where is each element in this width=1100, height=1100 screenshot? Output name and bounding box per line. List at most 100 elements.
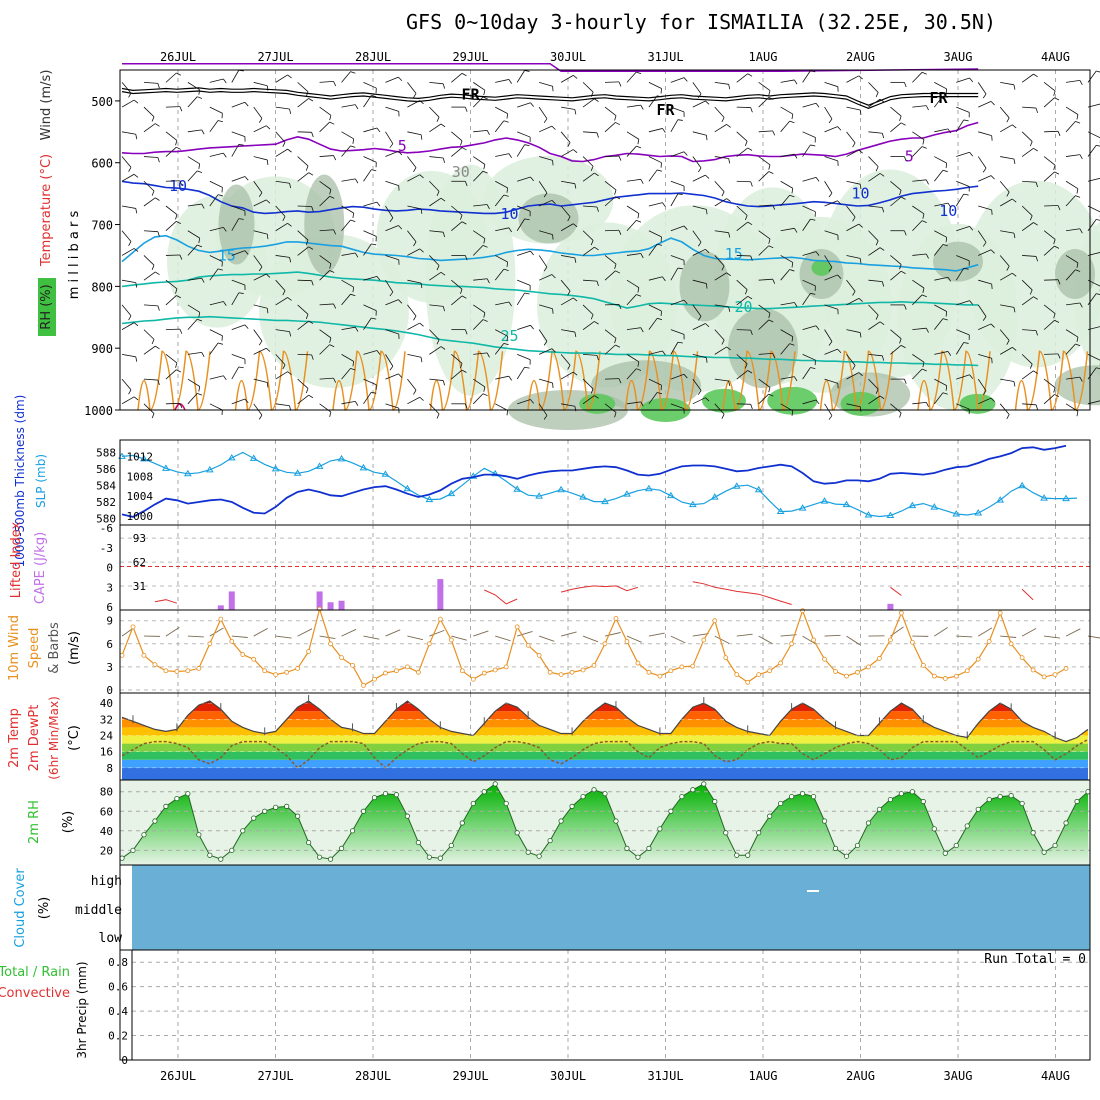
wind-barb (516, 292, 525, 306)
rh-marker (503, 800, 509, 807)
wind-barb-flag (879, 173, 885, 177)
wind-barb (187, 352, 202, 355)
wind-barb (758, 204, 773, 207)
wind-speed-marker (525, 642, 531, 648)
wind-barb-flag (398, 151, 403, 156)
wind-barb (912, 146, 923, 157)
wind-barb-10m (560, 631, 577, 637)
rh-marker (580, 794, 586, 800)
wind-speed-marker (481, 670, 487, 676)
wind-barb (473, 278, 488, 281)
wind-barb-flag (794, 302, 798, 307)
temperature-band (122, 759, 1088, 768)
wind-barb (341, 293, 351, 306)
wind-barb-flag (503, 268, 509, 271)
wind-barb (802, 177, 817, 182)
wind-barb-flag (789, 269, 795, 272)
wind-barb (670, 299, 685, 306)
rh-axis-label: RH (%) (39, 284, 54, 329)
li-line (1021, 588, 1034, 601)
wind-barb-flag (151, 265, 155, 270)
slp-marker (1040, 494, 1048, 501)
wind-barb-flag (698, 316, 702, 321)
wind-barb (407, 248, 420, 256)
wind-barb (495, 79, 510, 83)
wind-barb-flag (1079, 154, 1083, 160)
wind-barb-flag (308, 394, 314, 399)
wind-barb (736, 221, 749, 232)
wind-barb-flag (350, 367, 356, 371)
wind-barb (297, 82, 309, 93)
wind-barb-flag (530, 250, 534, 256)
wind-barb-flag (879, 98, 885, 103)
wind-barb-flag (1079, 80, 1083, 85)
wind-barb-flag (258, 118, 263, 123)
wind-barb-flag (305, 165, 309, 171)
wind-barb-flag (768, 97, 774, 100)
wind-barb (999, 272, 1013, 281)
rh-marker (141, 832, 147, 838)
wind-speed-marker (558, 672, 564, 677)
wind-barb-flag (815, 177, 820, 182)
wind-speed-marker (547, 669, 553, 675)
slp-marker (930, 503, 939, 510)
cloud-cover-fill (132, 865, 1090, 950)
wind-barb (824, 181, 833, 194)
slp-marker (601, 497, 609, 505)
wind-barb-flag (543, 192, 548, 198)
wind-barb (385, 373, 399, 380)
precip-convective-label: Convective (0, 986, 70, 1001)
wind-barb (231, 292, 240, 306)
wind-barb-flag (596, 281, 599, 287)
wind-barb (582, 172, 595, 182)
wind-barb-flag (768, 319, 774, 323)
wind-barb-flag (179, 254, 183, 260)
wind-barb-flag (963, 119, 969, 122)
wind-barb (912, 220, 923, 232)
wind-barb (934, 169, 944, 182)
wind-barb (999, 198, 1013, 207)
wind-barb-flag (176, 295, 181, 299)
wind-barb (275, 329, 290, 332)
wind-barb-flag (1033, 222, 1038, 226)
wind-barb-flag (815, 251, 820, 256)
wind-barb (736, 370, 749, 380)
wind-barb-flag (155, 197, 160, 201)
wind-barb-flag (922, 362, 925, 368)
rh-marker (1008, 793, 1014, 799)
wind-barb (253, 255, 263, 268)
wind-barb-flag (728, 84, 731, 90)
rh-marker (558, 818, 564, 824)
cape-bar (228, 591, 235, 610)
wind-barb-flag (524, 218, 530, 221)
wind-barb (780, 120, 790, 133)
wind-barb-flag (875, 92, 879, 98)
wind-barb (626, 368, 637, 380)
rh-marker (909, 789, 915, 795)
wind-speed-marker (679, 664, 685, 670)
wind-barb (846, 180, 861, 185)
rh-marker (536, 853, 542, 859)
wind-barb-flag (201, 203, 205, 209)
wind-speed-marker (284, 669, 290, 675)
wind-barb (209, 106, 223, 114)
slp-marker (886, 511, 895, 519)
wind-tick: 0 (106, 684, 113, 697)
wind-barb (275, 180, 290, 184)
wind-barb (341, 354, 354, 362)
wind-barb-flag (483, 90, 486, 96)
wind-barb (824, 106, 833, 120)
wind-barb (714, 378, 729, 382)
rh-marker (690, 787, 696, 793)
wind-barb-flag (508, 375, 512, 381)
wind-barb-flag (133, 99, 139, 104)
wind-barb-flag (636, 294, 642, 297)
wind-tick: 9 (106, 615, 113, 628)
wind-barb (187, 129, 202, 133)
wind-speed-marker (569, 669, 575, 675)
wind-barb (231, 131, 246, 137)
date-label-bottom: 4AUG (1041, 1069, 1070, 1083)
wind-barb (934, 318, 944, 330)
wind-barb (626, 327, 641, 331)
wind-barb-flag (791, 188, 794, 194)
